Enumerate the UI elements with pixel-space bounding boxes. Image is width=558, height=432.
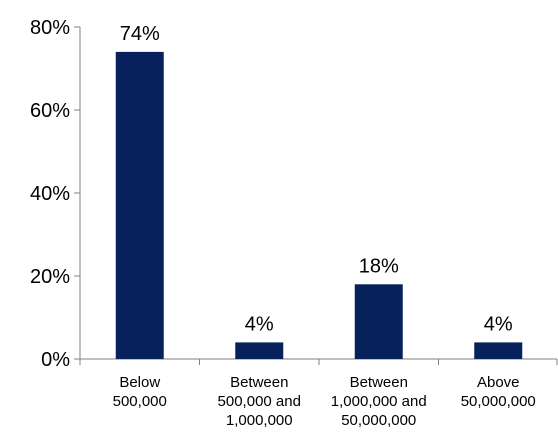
category-label: 50,000,000 (461, 393, 536, 410)
category-labels: Below 500,000 Between 500,000 and 1,000,000 B… (113, 374, 536, 429)
data-label: 74% (120, 23, 160, 45)
category-label: Above (477, 374, 520, 391)
y-tick-label: 40% (30, 183, 70, 205)
data-label: 4% (245, 313, 274, 335)
y-tick-label: 0% (41, 349, 70, 371)
category-label: 1,000,000 (226, 412, 293, 429)
data-label: 4% (484, 313, 513, 335)
y-tick-label: 20% (30, 266, 70, 288)
data-label: 18% (359, 255, 399, 277)
category-label: Below (119, 374, 160, 391)
category-label: Between (230, 374, 288, 391)
data-labels: 74% 4% 18% 4% (120, 23, 513, 335)
y-tick-label: 60% (30, 100, 70, 122)
bar (354, 284, 403, 359)
bar (115, 51, 164, 360)
y-tick-label: 80% (30, 17, 70, 39)
category-label: 1,000,000 and (331, 393, 427, 410)
bar (474, 342, 523, 359)
category-label: 500,000 and (218, 393, 301, 410)
x-axis (79, 358, 558, 365)
category-label: Between (350, 374, 408, 391)
category-label: 500,000 (113, 393, 167, 410)
category-label: 50,000,000 (341, 412, 416, 429)
bars (115, 51, 523, 360)
bar (235, 342, 284, 359)
y-axis: 0% 20% 40% 60% 80% (30, 17, 81, 371)
